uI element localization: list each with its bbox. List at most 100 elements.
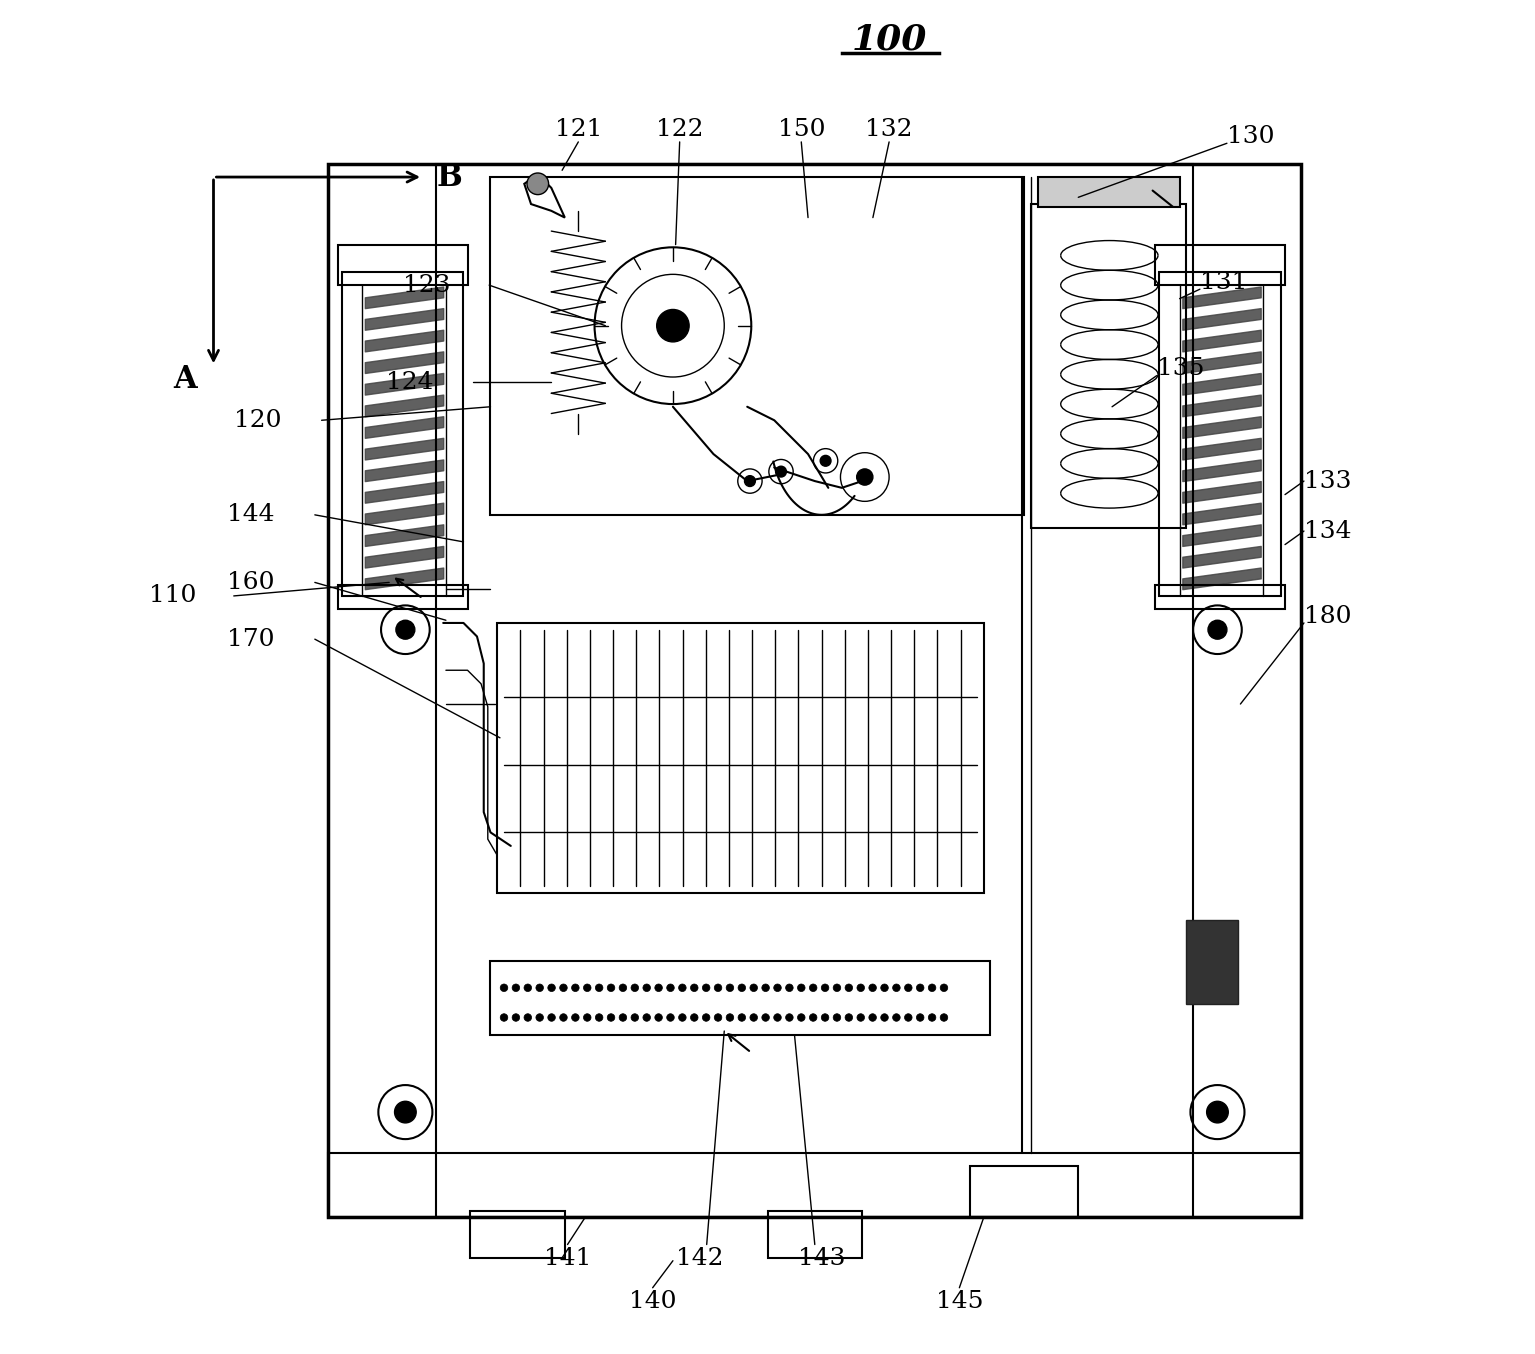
Circle shape [560,1014,568,1021]
Circle shape [857,984,864,991]
Circle shape [726,1014,734,1021]
Circle shape [846,1014,852,1021]
Circle shape [560,984,568,991]
Circle shape [655,1014,663,1021]
Circle shape [1207,1101,1228,1122]
Circle shape [666,1014,674,1021]
Text: 123: 123 [402,274,450,297]
Circle shape [774,1014,781,1021]
Circle shape [751,984,757,991]
Text: 140: 140 [629,1290,677,1313]
Bar [768,1210,863,1258]
Circle shape [881,1014,889,1021]
Circle shape [881,984,889,991]
Circle shape [396,620,414,639]
Circle shape [714,1014,721,1021]
Text: 135: 135 [1157,357,1203,380]
Text: 143: 143 [798,1247,846,1270]
Circle shape [744,475,755,486]
Bar [491,177,1024,515]
Text: 144: 144 [227,504,275,527]
Circle shape [500,984,508,991]
Text: 133: 133 [1303,470,1351,493]
Bar [342,272,464,596]
Circle shape [821,984,829,991]
Circle shape [523,1014,531,1021]
Text: 124: 124 [387,371,434,394]
Bar [491,961,990,1034]
Bar [1187,921,1237,1005]
Circle shape [523,984,531,991]
Circle shape [657,310,689,343]
Circle shape [513,984,520,991]
Circle shape [846,984,852,991]
Circle shape [761,1014,769,1021]
Circle shape [548,984,556,991]
Circle shape [904,984,912,991]
Text: 142: 142 [677,1247,723,1270]
Bar [1159,272,1282,596]
Circle shape [1208,620,1226,639]
Bar [1156,585,1285,609]
Circle shape [786,1014,794,1021]
Circle shape [893,1014,900,1021]
Text: 120: 120 [233,409,281,432]
Text: 170: 170 [227,628,275,651]
Circle shape [536,1014,543,1021]
Circle shape [869,1014,876,1021]
Circle shape [500,1014,508,1021]
Circle shape [513,1014,520,1021]
Circle shape [571,984,579,991]
Bar [1032,204,1187,528]
Circle shape [857,468,873,485]
Circle shape [571,1014,579,1021]
Text: 134: 134 [1303,520,1351,543]
Circle shape [678,1014,686,1021]
Circle shape [809,984,817,991]
Text: 122: 122 [655,118,703,141]
Circle shape [678,984,686,991]
Text: 141: 141 [543,1247,591,1270]
Circle shape [583,1014,591,1021]
Circle shape [821,1014,829,1021]
Circle shape [666,984,674,991]
Text: 110: 110 [149,585,196,608]
Circle shape [916,1014,924,1021]
Text: 150: 150 [778,118,824,141]
Text: 130: 130 [1226,125,1274,148]
Circle shape [631,1014,639,1021]
Circle shape [726,984,734,991]
Circle shape [619,984,626,991]
Circle shape [548,1014,556,1021]
Bar [328,1152,1302,1217]
Circle shape [904,1014,912,1021]
Bar [970,1166,1078,1217]
Bar [1156,245,1285,286]
Circle shape [643,984,651,991]
Text: A: A [173,364,196,395]
Circle shape [608,984,616,991]
Text: 180: 180 [1303,605,1351,628]
Text: 160: 160 [227,571,275,594]
Circle shape [691,1014,698,1021]
Circle shape [893,984,900,991]
Circle shape [631,984,639,991]
Circle shape [916,984,924,991]
Circle shape [655,984,663,991]
Circle shape [939,1014,947,1021]
Circle shape [786,984,794,991]
Circle shape [809,1014,817,1021]
Circle shape [596,984,603,991]
Circle shape [583,984,591,991]
Circle shape [703,1014,711,1021]
Circle shape [869,984,876,991]
Bar [338,585,468,609]
Circle shape [608,1014,616,1021]
Circle shape [527,173,548,195]
Circle shape [834,984,841,991]
Circle shape [751,1014,757,1021]
Circle shape [714,984,721,991]
Text: 100: 100 [852,22,927,57]
Text: 132: 132 [866,118,913,141]
Circle shape [775,466,786,477]
